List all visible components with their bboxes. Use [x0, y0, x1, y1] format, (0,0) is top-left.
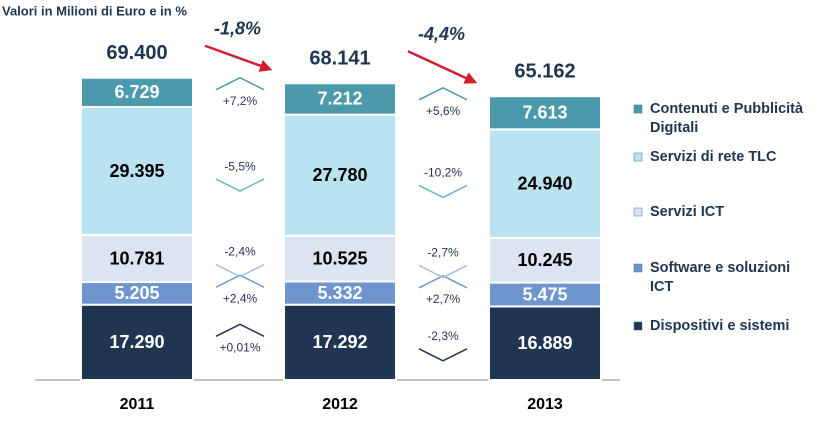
change-chevron: [215, 274, 265, 288]
bar-segment: [488, 128, 602, 239]
bar-segment: [488, 95, 602, 131]
change-chevron: [418, 274, 468, 289]
change-label: -5,5%: [224, 159, 256, 173]
value-label: 17.292: [312, 332, 367, 352]
bar-segment: [80, 234, 194, 284]
legend-marker: [633, 207, 643, 217]
value-label: 5.205: [114, 283, 159, 303]
value-label: 6.729: [114, 82, 159, 102]
value-label: 7.613: [522, 103, 567, 123]
value-label: 17.290: [109, 332, 164, 352]
change-chevron: [418, 264, 468, 279]
change-chevron: [215, 178, 265, 192]
legend-marker: [633, 263, 643, 273]
legend-marker: [633, 152, 643, 162]
change-label: +2,7%: [426, 292, 461, 306]
x-tick-label: 2012: [322, 396, 358, 413]
bar-segment: [283, 234, 397, 283]
change-label: +5,6%: [426, 104, 461, 118]
total-label: 68.141: [309, 48, 370, 70]
bar-segment: [80, 76, 194, 109]
bar-segment: [283, 82, 397, 116]
subtitle: Valori in Milioni di Euro e in %: [2, 3, 187, 18]
legend-entry: Servizi di rete TLC: [650, 149, 777, 165]
value-label: 10.525: [312, 248, 367, 268]
bar-segment: [488, 236, 602, 284]
change-chevron: [215, 323, 265, 338]
bar-segment: [283, 113, 397, 237]
legend-entry: Contenuti e Pubblicità Digitali: [650, 101, 804, 136]
change-label: -2,4%: [224, 245, 256, 259]
value-label: 5.332: [317, 283, 362, 303]
change-chevron: [215, 76, 265, 91]
change-label: -2,3%: [427, 329, 459, 343]
legend-marker: [633, 321, 643, 331]
change-chevron: [418, 184, 468, 199]
total-change-label: -4,4%: [418, 24, 465, 44]
total-change-label: -1,8%: [214, 18, 261, 38]
total-change-arrow: [204, 44, 273, 72]
change-label: +7,2%: [223, 94, 258, 108]
legend-entry: Dispositivi e sistemi: [650, 318, 790, 334]
change-label: +0,01%: [219, 341, 260, 355]
bar-segment: [80, 303, 194, 382]
value-label: 10.245: [517, 250, 572, 270]
bar-segment: [80, 106, 194, 237]
value-label: 29.395: [109, 161, 164, 181]
value-label: 24.940: [517, 173, 572, 193]
value-label: 10.781: [109, 248, 164, 268]
change-label: +2,4%: [223, 291, 258, 305]
legend-marker: [633, 104, 643, 114]
total-label: 69.400: [106, 42, 167, 64]
change-label: -2,7%: [427, 246, 459, 260]
value-label: 16.889: [517, 333, 572, 353]
change-label: -10,2%: [424, 166, 462, 180]
legend-entry: Software e soluzioni ICT: [650, 260, 791, 295]
legend-entry: Servizi ICT: [650, 204, 725, 220]
x-tick-label: 2011: [120, 396, 155, 413]
value-label: 5.475: [522, 284, 567, 304]
change-chevron: [418, 348, 468, 362]
change-chevron: [418, 87, 468, 101]
bar-segment: [488, 305, 602, 382]
total-label: 65.162: [514, 60, 575, 82]
value-label: 7.212: [317, 89, 362, 109]
total-change-arrow: [407, 50, 478, 84]
value-label: 27.780: [312, 165, 367, 185]
change-chevron: [215, 263, 265, 278]
x-tick-label: 2013: [527, 396, 563, 413]
bar-segment: [283, 303, 397, 381]
